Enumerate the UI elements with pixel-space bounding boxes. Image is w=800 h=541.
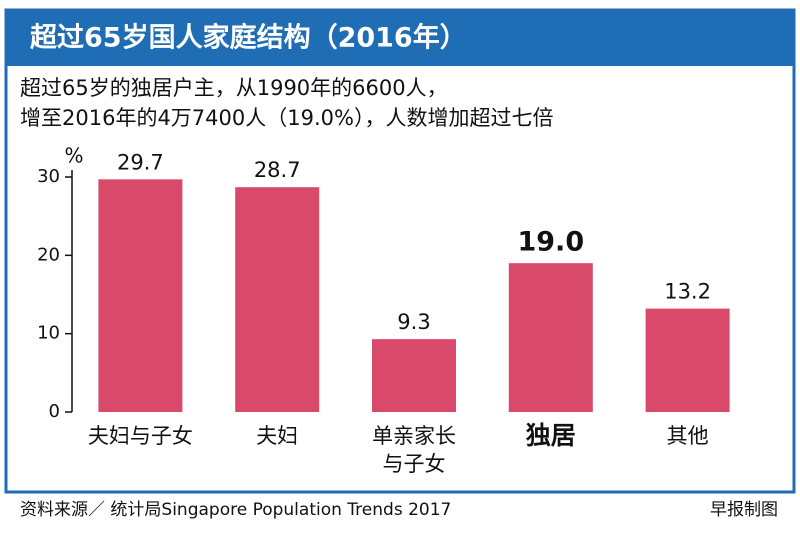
y-axis-label: % (64, 144, 83, 168)
bar (372, 339, 456, 412)
value-label: 9.3 (397, 310, 430, 334)
y-tick-label: 0 (49, 401, 60, 422)
x-tick-label: 单亲家长 与子女 (372, 424, 456, 476)
value-label: 28.7 (254, 158, 301, 182)
bar (508, 263, 593, 412)
subtitle: 超过65岁的独居户主，从1990年的6600人， (20, 76, 448, 100)
source: 资料来源／ 统计局Singapore Population Trends 201… (20, 500, 451, 520)
x-tick-label: 夫妇与子女 (87, 424, 193, 448)
bar (235, 187, 320, 412)
value-label: 29.7 (117, 150, 164, 174)
bar (98, 179, 183, 412)
chart-title: 超过65岁国人家庭结构（2016年） (30, 22, 467, 54)
x-tick-label: 夫妇 (256, 424, 299, 448)
bar (645, 308, 730, 412)
y-tick-label: 20 (37, 244, 60, 265)
value-label: 13.2 (664, 280, 711, 304)
value-label: 19.0 (517, 227, 584, 258)
y-tick-label: 10 (37, 323, 60, 344)
subtitle: 增至2016年的4万7400人（19.0%），人数增加超过七倍 (20, 106, 553, 130)
credit: 早报制图 (710, 500, 778, 520)
x-tick-label: 其他 (666, 424, 709, 448)
y-tick-label: 30 (37, 166, 60, 187)
x-tick-label: 独居 (525, 421, 576, 450)
title-bar (6, 10, 794, 66)
